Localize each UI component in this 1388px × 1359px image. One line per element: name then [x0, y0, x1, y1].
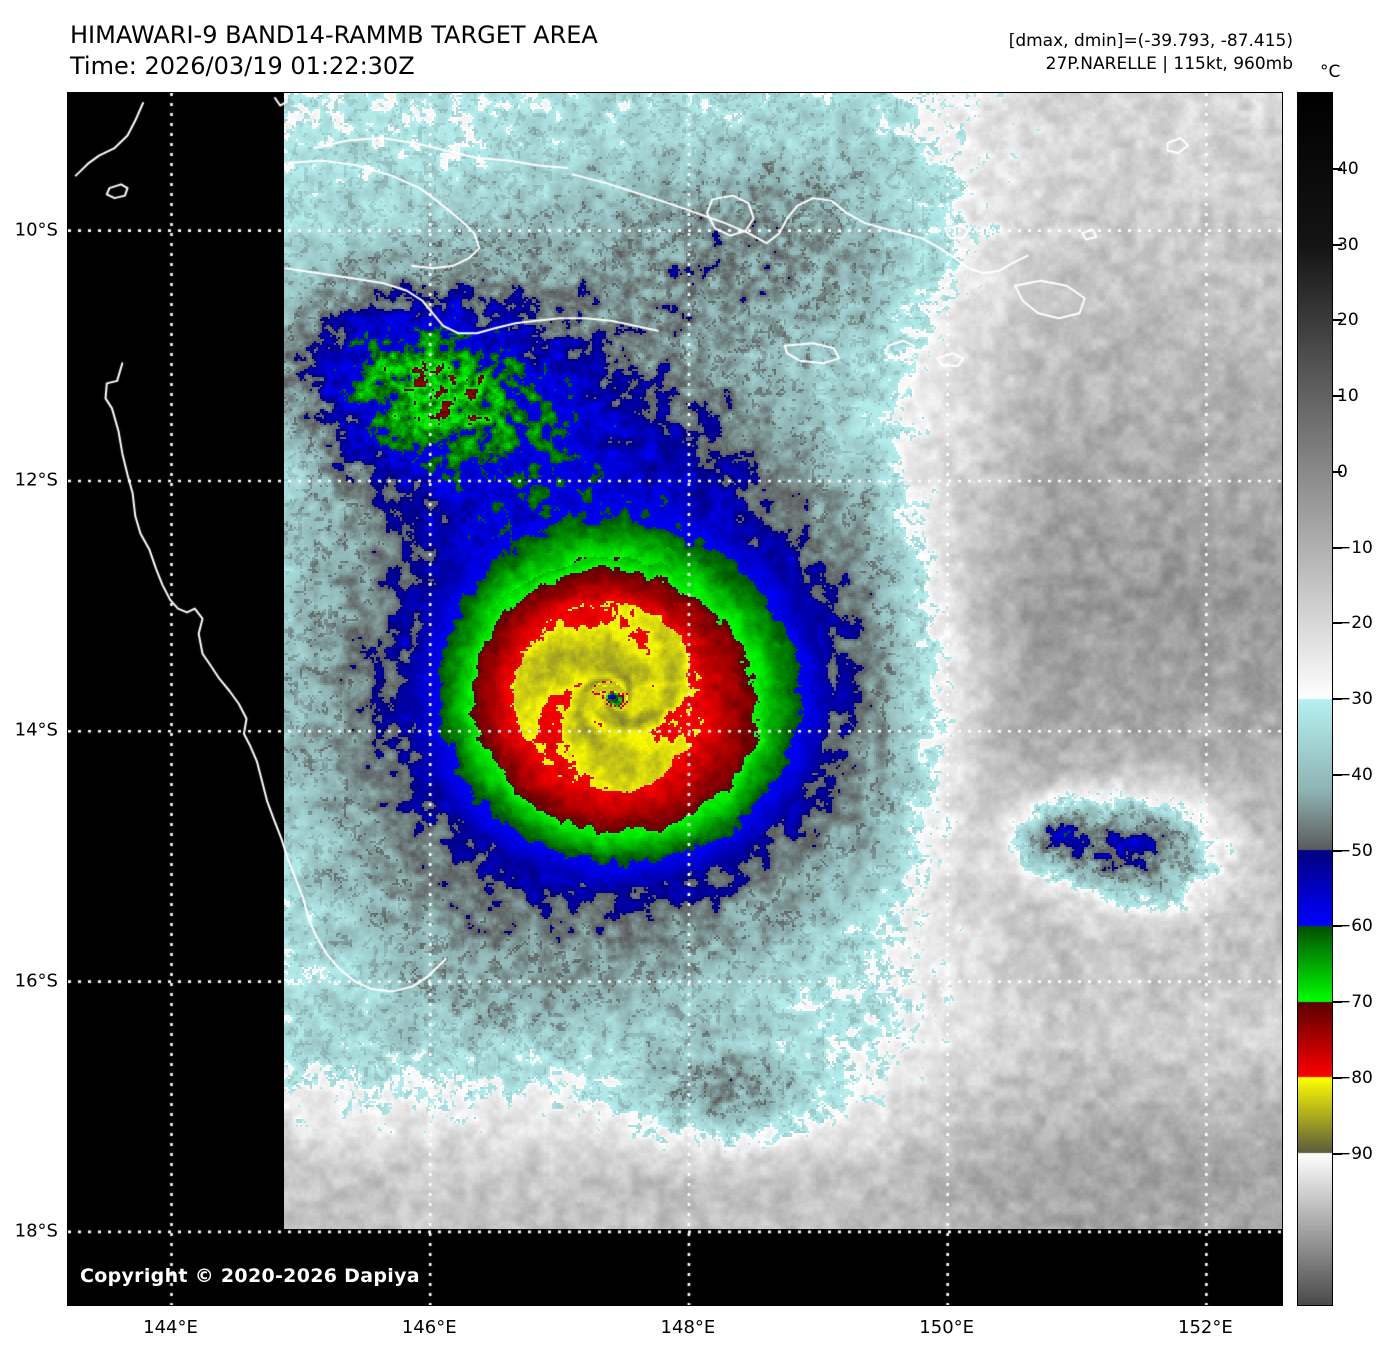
colorbar-tick-4: 0 — [1337, 461, 1348, 482]
colorbar-tick-mark-1 — [1333, 243, 1342, 246]
colorbar-tick-13: −90 — [1337, 1143, 1373, 1164]
x-axis-tick-0: 144°E — [143, 1317, 198, 1338]
y-axis-tick-3: 16°S — [14, 970, 58, 992]
colorbar-tick-0: 40 — [1337, 158, 1359, 179]
colorbar-tick-6: −20 — [1337, 613, 1373, 634]
colorbar-tick-7: −30 — [1337, 689, 1373, 709]
storm-label: 27P.NARELLE | 115kt, 960mb — [1045, 54, 1293, 74]
y-axis-tick-0: 10°S — [14, 219, 58, 241]
colorbar-tick-mark-2 — [1333, 319, 1342, 322]
y-axis-tick-4: 18°S — [14, 1220, 58, 1242]
colorbar-tick-mark-13 — [1333, 1152, 1342, 1155]
colorbar-tick-mark-5 — [1333, 546, 1342, 549]
colorbar-tick-mark-4 — [1333, 470, 1342, 473]
title-line-2: Time: 2026/03/19 01:22:30Z — [70, 52, 415, 80]
colorbar-tick-mark-9 — [1333, 849, 1342, 852]
colorbar-tick-2: 20 — [1337, 310, 1359, 331]
colorbar-tick-mark-8 — [1333, 773, 1342, 776]
colorbar-tick-mark-12 — [1333, 1076, 1342, 1079]
colorbar-tick-12: −80 — [1337, 1067, 1373, 1088]
copyright-notice: Copyright © 2020-2026 Dapiya — [80, 1265, 420, 1287]
colorbar-units-label: °C — [1320, 62, 1341, 82]
colorbar-tick-1: 30 — [1337, 234, 1359, 255]
y-axis-tick-2: 14°S — [14, 719, 58, 741]
colorbar-tick-8: −40 — [1337, 764, 1373, 785]
colorbar-tick-mark-10 — [1333, 925, 1342, 928]
colorbar-tick-mark-6 — [1333, 622, 1342, 625]
colorbar-tick-10: −60 — [1337, 916, 1373, 937]
title-line-1: HIMAWARI-9 BAND14-RAMMB TARGET AREA — [70, 21, 598, 49]
x-axis-tick-1: 146°E — [401, 1317, 457, 1338]
x-axis-tick-2: 148°E — [660, 1317, 716, 1338]
colorbar-tick-mark-7 — [1333, 698, 1342, 700]
satellite-plot-area[interactable]: Copyright © 2020-2026 Dapiya — [67, 92, 1283, 1306]
colorbar-tick-11: −70 — [1337, 992, 1373, 1012]
x-axis-tick-4: 152°E — [1178, 1317, 1233, 1338]
dmax-dmin-label: [dmax, dmin]=(-39.793, -87.415) — [1008, 31, 1293, 51]
x-axis-tick-3: 150°E — [919, 1317, 975, 1338]
y-axis-tick-1: 12°S — [14, 469, 58, 491]
colorbar-tick-mark-11 — [1333, 1001, 1342, 1003]
colorbar-tick-5: −10 — [1337, 537, 1373, 558]
colorbar-tick-9: −50 — [1337, 840, 1373, 861]
lat-lon-gridlines — [68, 93, 1282, 1305]
colorbar-tick-mark-3 — [1333, 395, 1342, 397]
temperature-colorbar — [1297, 92, 1333, 1306]
colorbar-tick-3: 10 — [1337, 386, 1359, 406]
page-title: HIMAWARI-9 BAND14-RAMMB TARGET AREA Time… — [70, 20, 598, 82]
colorbar-tick-mark-0 — [1333, 167, 1342, 170]
header-metadata: [dmax, dmin]=(-39.793, -87.415) 27P.NARE… — [1009, 30, 1293, 76]
